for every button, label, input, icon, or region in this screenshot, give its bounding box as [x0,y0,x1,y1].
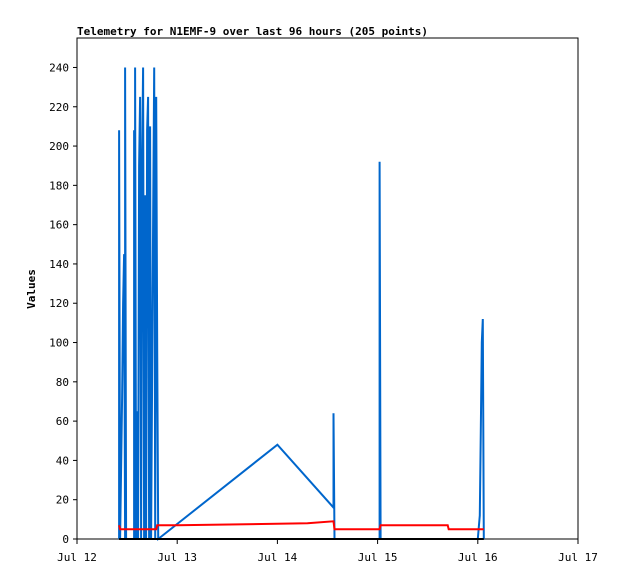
y-axis-label: Values [25,269,38,309]
plot-area [76,37,579,540]
y-tick-label: 180 [49,179,69,192]
y-tick-label: 120 [49,297,69,310]
series-layer [118,67,485,542]
series-line-2 [118,520,484,531]
y-tick-label: 200 [49,140,69,153]
series-line-1 [118,67,485,542]
x-tick-label: Jul 14 [258,551,298,564]
y-tick-label: 40 [56,454,69,467]
y-axis: 0 20 40 60 80 100 120 140 160 180 200 220 240 [49,61,77,546]
y-tick-label: 100 [49,337,69,350]
y-tick-label: 220 [49,101,69,114]
x-axis: Jul 12 Jul 13 Jul 14 Jul 15 Jul 16 Jul 17 [57,539,598,564]
y-tick-label: 0 [62,533,69,546]
x-tick-label: Jul 15 [358,551,398,564]
x-tick-label: Jul 13 [157,551,197,564]
x-tick-label: Jul 16 [458,551,498,564]
x-tick-label: Jul 12 [57,551,97,564]
y-tick-label: 60 [56,415,69,428]
chart-title: Telemetry for N1EMF-9 over last 96 hours… [77,25,428,38]
y-tick-label: 240 [49,61,69,74]
x-tick-label: Jul 17 [558,551,598,564]
y-tick-label: 140 [49,258,69,271]
y-tick-label: 20 [56,494,69,507]
y-tick-label: 80 [56,376,69,389]
y-tick-label: 160 [49,219,69,232]
